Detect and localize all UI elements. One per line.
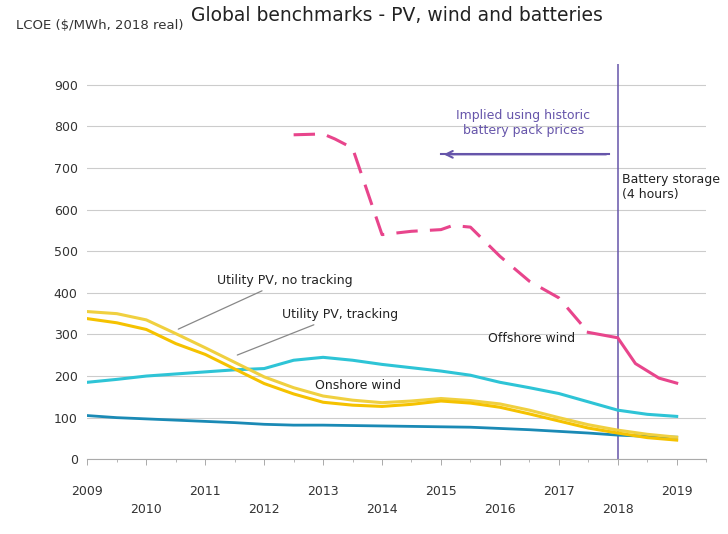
Text: Utility PV, no tracking: Utility PV, no tracking [178, 274, 352, 329]
Text: 2018: 2018 [602, 503, 633, 516]
Text: 2009: 2009 [71, 485, 103, 498]
Text: Global benchmarks - PV, wind and batteries: Global benchmarks - PV, wind and batteri… [191, 5, 603, 25]
Text: Offshore wind: Offshore wind [488, 332, 575, 345]
Text: 2010: 2010 [130, 503, 162, 516]
Text: Implied using historic
battery pack prices: Implied using historic battery pack pric… [456, 109, 590, 137]
Text: 2015: 2015 [425, 485, 457, 498]
Text: 2017: 2017 [543, 485, 574, 498]
Text: Battery storage
(4 hours): Battery storage (4 hours) [622, 173, 721, 201]
Text: LCOE ($/MWh, 2018 real): LCOE ($/MWh, 2018 real) [16, 19, 183, 33]
Text: 2019: 2019 [661, 485, 692, 498]
Text: 2013: 2013 [307, 485, 339, 498]
Text: Utility PV, tracking: Utility PV, tracking [237, 308, 398, 355]
Text: Onshore wind: Onshore wind [315, 379, 401, 392]
Text: 2011: 2011 [189, 485, 221, 498]
Text: 2014: 2014 [366, 503, 397, 516]
Text: 2016: 2016 [484, 503, 515, 516]
Text: 2012: 2012 [248, 503, 280, 516]
